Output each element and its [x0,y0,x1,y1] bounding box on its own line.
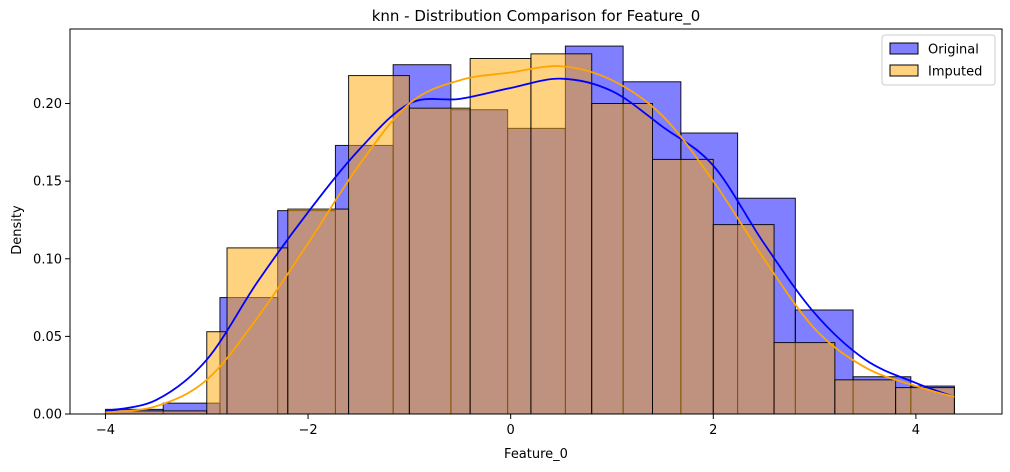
plot-area: −4 −2 0 2 4 0.00 0.05 0.10 0.15 0.20 [33,28,1003,438]
plot-frame [69,28,1003,415]
x-tick-label: 4 [912,423,920,438]
bar-imputed-10 [712,224,775,415]
legend-label-imputed: Imputed [928,65,982,80]
bar-imputed-5 [408,107,471,415]
bar-imputed-3 [287,208,350,415]
bar-imputed-4 [348,75,410,415]
bar-imputed-6 [469,57,532,415]
x-tick-label: 0 [507,423,515,438]
x-tick-label: 2 [709,423,717,438]
bar-imputed-8 [591,103,654,415]
bar-imputed-9 [652,158,714,415]
bar-imputed-1 [206,331,228,415]
legend-label-original: Original [928,43,979,58]
x-tick-label: −4 [96,423,115,438]
legend-swatch-imputed [889,64,919,77]
kde-line-original [105,77,955,412]
bars-imputed [104,53,955,415]
legend: Original Imputed [881,34,996,86]
bar-imputed-11 [773,342,836,415]
kde-line-imputed [105,65,955,414]
y-tick-label: 0.00 [33,408,62,423]
x-axis-label: Feature_0 [504,447,568,462]
x-tick-label: −2 [298,423,317,438]
y-tick-label: 0.15 [33,175,62,190]
legend-swatch-original [889,42,919,55]
y-tick-label: 0.10 [33,252,62,267]
chart-title: knn - Distribution Comparison for Featur… [372,7,701,26]
bar-imputed-13 [895,387,955,415]
y-axis-label: Density [10,205,25,255]
bar-imputed-12 [834,379,897,415]
bar-imputed-7 [530,53,593,415]
y-tick-label: 0.05 [33,330,62,345]
y-tick-label: 0.20 [33,97,62,112]
bar-imputed-2 [226,247,289,415]
